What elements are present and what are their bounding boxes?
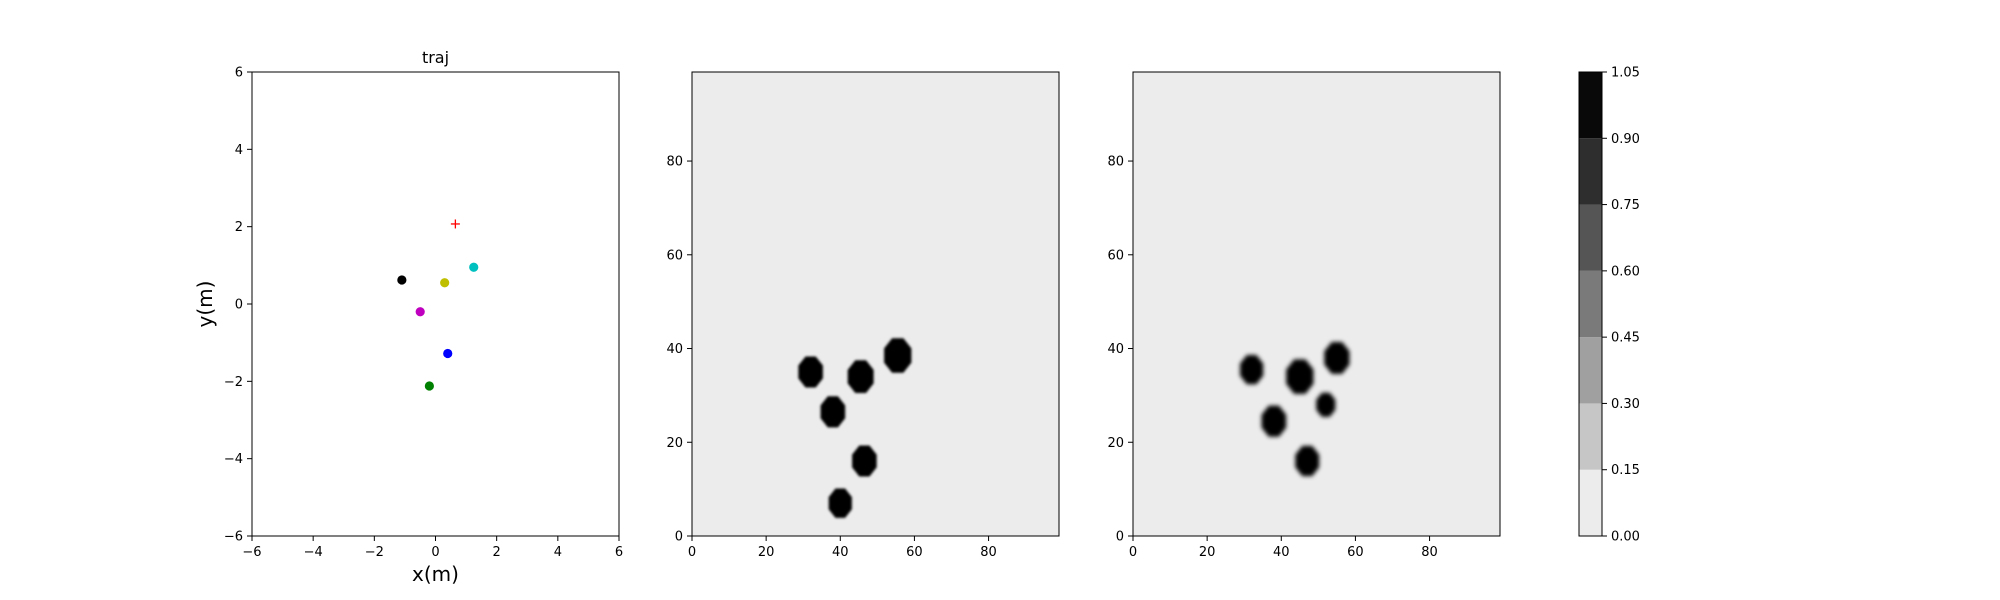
colorbar-tick-label: 1.05 bbox=[1611, 66, 1640, 81]
traj-axes-frame bbox=[251, 71, 620, 537]
colorbar-band bbox=[1579, 469, 1602, 536]
traj-plot-area bbox=[252, 72, 619, 536]
heatmap-1-obstacle-blob bbox=[847, 360, 874, 394]
traj-agent-point bbox=[397, 275, 407, 285]
heatmap-1-obstacle-blob bbox=[852, 445, 877, 477]
traj-agent-point bbox=[424, 381, 434, 391]
heatmap-1-x-tick-label: 40 bbox=[832, 545, 849, 560]
colorbar-tick-label: 0.60 bbox=[1611, 264, 1640, 279]
heatmap-2-x-tick-label: 60 bbox=[1347, 545, 1364, 560]
traj-y-tick-label: 6 bbox=[235, 66, 243, 81]
traj-x-tick-label: 6 bbox=[615, 545, 623, 560]
colorbar-band bbox=[1579, 138, 1602, 205]
traj-agent-point bbox=[469, 262, 479, 272]
heatmap-2-obstacle-blob bbox=[1295, 445, 1320, 477]
traj-y-tick-label: 0 bbox=[235, 298, 243, 313]
traj-agent-point bbox=[443, 348, 453, 359]
colorbar-band bbox=[1579, 403, 1602, 470]
heatmap-2-y-tick-label: 0 bbox=[1116, 530, 1124, 545]
heatmap-1-y-tick-label: 80 bbox=[666, 155, 683, 170]
heatmap-2-x-tick-label: 20 bbox=[1199, 545, 1216, 560]
traj-y-tick-label: 4 bbox=[235, 143, 243, 158]
traj-x-tick-label: 4 bbox=[554, 545, 562, 560]
heatmap-1-obstacle-blob bbox=[828, 488, 852, 518]
traj-x-tick-label: 2 bbox=[493, 545, 501, 560]
colorbar-band bbox=[1579, 204, 1602, 271]
heatmap-1-x-tick-label: 60 bbox=[906, 545, 923, 560]
heatmap-2-obstacle-blob bbox=[1261, 405, 1287, 437]
traj-agent-point bbox=[440, 278, 450, 288]
traj-title: traj bbox=[422, 48, 449, 67]
colorbar-band bbox=[1579, 270, 1602, 338]
heatmap-2-y-tick-label: 20 bbox=[1107, 436, 1124, 451]
traj-y-tick-label: −4 bbox=[224, 452, 243, 467]
traj-scatter-panel: −6 −4 −2 0 2 4 6 −6 −4 −2 0 2 4 6 traj x(m) y(m) bbox=[193, 48, 623, 586]
heatmap-1-y-tick-label: 40 bbox=[666, 342, 683, 357]
heatmap-1-obstacle-blob bbox=[798, 356, 823, 388]
heatmap-1-axes-frame bbox=[691, 71, 1060, 537]
heatmap-2-y-tick-label: 40 bbox=[1107, 342, 1124, 357]
traj-points bbox=[397, 219, 479, 391]
traj-x-tick-label: 0 bbox=[431, 545, 439, 560]
traj-x-tick-label: −4 bbox=[304, 545, 323, 560]
heatmap-2-x-tick-label: 80 bbox=[1421, 545, 1438, 560]
traj-goal-marker bbox=[450, 219, 460, 229]
heatmap-2-ticks: 0 20 40 60 80 0 20 40 60 80 bbox=[1107, 155, 1437, 560]
traj-y-tick-label: 2 bbox=[235, 220, 243, 235]
heatmap-1-y-tick-label: 0 bbox=[675, 530, 683, 545]
heatmap-2-obstacle-blob bbox=[1324, 341, 1350, 374]
heatmap-1-y-tick-label: 20 bbox=[666, 436, 683, 451]
heatmap-panel-1: 0 20 40 60 80 0 20 40 60 80 bbox=[666, 71, 1060, 560]
heatmap-panel-2: 0 20 40 60 80 0 20 40 60 80 bbox=[1107, 71, 1501, 560]
colorbar: 0.00 0.15 0.30 0.45 0.60 0.75 0.90 1.05 bbox=[1578, 66, 1640, 545]
traj-x-tick-label: −6 bbox=[242, 545, 261, 560]
heatmap-2-obstacle-blob bbox=[1316, 392, 1336, 417]
heatmap-2-axes-frame bbox=[1132, 71, 1501, 537]
traj-y-tick-label: −6 bbox=[224, 530, 243, 545]
heatmap-2-y-tick-label: 80 bbox=[1107, 155, 1124, 170]
heatmap-1-obstacle-blob bbox=[820, 396, 846, 428]
heatmap-1-blobs bbox=[798, 338, 912, 518]
traj-ticks: −6 −4 −2 0 2 4 6 −6 −4 −2 0 2 4 6 bbox=[224, 66, 623, 561]
colorbar-tick-label: 0.00 bbox=[1611, 530, 1640, 545]
colorbar-tick-label: 0.90 bbox=[1611, 132, 1640, 147]
colorbar-ticks: 0.00 0.15 0.30 0.45 0.60 0.75 0.90 1.05 bbox=[1602, 66, 1640, 545]
colorbar-tick-label: 0.15 bbox=[1611, 463, 1640, 478]
heatmap-1-ticks: 0 20 40 60 80 0 20 40 60 80 bbox=[666, 155, 996, 560]
traj-x-tick-label: −2 bbox=[365, 545, 384, 560]
heatmap-1-y-tick-label: 60 bbox=[666, 248, 683, 263]
colorbar-band bbox=[1579, 337, 1602, 404]
heatmap-2-y-tick-label: 60 bbox=[1107, 248, 1124, 263]
heatmap-1-x-tick-label: 20 bbox=[758, 545, 775, 560]
heatmap-1-x-tick-label: 80 bbox=[980, 545, 997, 560]
heatmap-2-obstacle-blob bbox=[1286, 359, 1314, 394]
colorbar-tick-label: 0.45 bbox=[1611, 331, 1640, 346]
colorbar-frame bbox=[1578, 71, 1603, 537]
colorbar-tick-label: 0.75 bbox=[1611, 198, 1640, 213]
colorbar-band bbox=[1579, 72, 1602, 139]
heatmap-2-obstacle-blob bbox=[1240, 354, 1264, 385]
colorbar-tick-label: 0.30 bbox=[1611, 397, 1640, 412]
colorbar-bands bbox=[1579, 72, 1602, 536]
traj-agent-point bbox=[415, 307, 425, 317]
traj-y-axis-label: y(m) bbox=[193, 281, 217, 328]
heatmap-1-x-tick-label: 0 bbox=[688, 545, 696, 560]
heatmap-1-obstacle-blob bbox=[884, 338, 912, 373]
heatmap-2-blobs bbox=[1240, 341, 1350, 477]
traj-y-tick-label: −2 bbox=[224, 375, 243, 390]
heatmap-2-x-tick-label: 0 bbox=[1129, 545, 1137, 560]
heatmap-2-x-tick-label: 40 bbox=[1273, 545, 1290, 560]
traj-x-axis-label: x(m) bbox=[412, 562, 459, 586]
